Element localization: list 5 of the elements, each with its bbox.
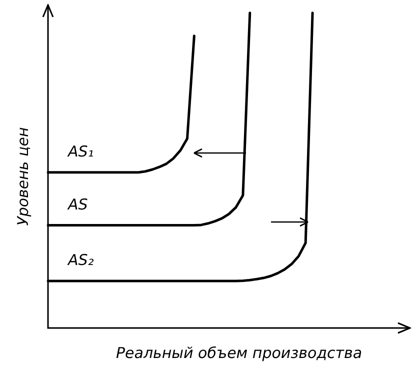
series-label: AS₁ bbox=[67, 142, 94, 160]
x-axis-title: Реальный объем производства bbox=[116, 344, 362, 362]
series-label: AS bbox=[67, 195, 88, 214]
series-label: AS₂ bbox=[67, 251, 94, 270]
y-axis-title: Уровень цен bbox=[14, 127, 32, 226]
